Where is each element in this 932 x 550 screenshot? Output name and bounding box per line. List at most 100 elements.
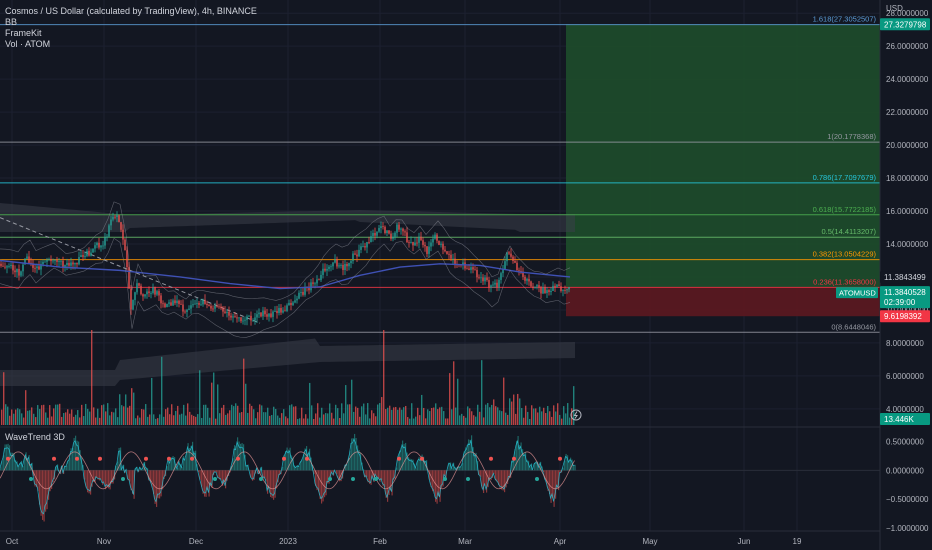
- wt-histogram-bar: [111, 470, 113, 484]
- wt-histogram-bar: [19, 463, 21, 471]
- volume-bar: [309, 382, 311, 425]
- time-tick-label: Feb: [373, 537, 387, 546]
- wt-histogram-bar: [126, 469, 128, 471]
- wt-histogram-bar: [24, 457, 26, 471]
- volume-bar: [555, 411, 557, 425]
- volume-bar: [315, 413, 317, 425]
- fib-label: 0.786(17.7097679): [813, 173, 877, 182]
- candle-body: [122, 229, 124, 240]
- volume-bar: [33, 413, 35, 425]
- volume-bar: [453, 361, 455, 425]
- wt-histogram-bar: [544, 470, 546, 480]
- volume-bar: [427, 409, 429, 425]
- volume-bar: [373, 413, 375, 425]
- volume-bar: [229, 410, 231, 425]
- candle-body: [382, 226, 384, 227]
- indicator-framekit[interactable]: FrameKit: [5, 28, 42, 38]
- wt-histogram-bar: [12, 452, 14, 471]
- candle-body: [388, 230, 390, 234]
- candle-body: [188, 308, 190, 310]
- wt-histogram-bar: [388, 470, 390, 495]
- candle-body: [196, 303, 198, 304]
- candle-body: [506, 252, 508, 262]
- volume-bar: [255, 418, 257, 425]
- wt-histogram-bar: [159, 470, 161, 499]
- volume-bar: [231, 404, 233, 425]
- candle-body: [160, 295, 162, 304]
- candle-body: [18, 268, 20, 276]
- volume-bar: [135, 418, 137, 425]
- volume-bar: [201, 417, 203, 425]
- candle-body: [402, 228, 404, 232]
- candle-body: [150, 292, 152, 294]
- volume-bar: [95, 417, 97, 425]
- candle-body: [210, 305, 212, 309]
- wt-histogram-bar: [135, 468, 137, 471]
- candle-body: [152, 287, 154, 293]
- volume-bar: [49, 405, 51, 425]
- wt-histogram-bar: [387, 470, 389, 502]
- candle-body: [480, 277, 482, 279]
- volume-bar: [519, 398, 521, 425]
- candle-body: [32, 264, 34, 268]
- candle-body: [398, 224, 400, 230]
- wt-histogram-bar: [496, 470, 498, 483]
- indicator-volume[interactable]: Vol · ATOM: [5, 39, 51, 49]
- volume-bar: [105, 411, 107, 425]
- candle-body: [244, 319, 246, 321]
- wt-histogram-bar: [79, 450, 81, 471]
- wt-histogram-bar: [73, 437, 75, 471]
- volume-bar: [167, 407, 169, 425]
- target-zone: [566, 24, 880, 288]
- volume-bar: [221, 407, 223, 425]
- candle-body: [516, 262, 518, 271]
- candle-body: [400, 228, 402, 230]
- candle-body: [308, 287, 310, 291]
- candle-body: [424, 244, 426, 247]
- candle-body: [166, 303, 168, 308]
- volume-bar: [85, 403, 87, 425]
- indicator-wavetrend[interactable]: WaveTrend 3D: [5, 432, 65, 442]
- chart-title[interactable]: Cosmos / US Dollar (calculated by Tradin…: [5, 6, 257, 16]
- wt-histogram-bar: [51, 470, 53, 489]
- volume-bar: [487, 403, 489, 425]
- wt-histogram-bar: [241, 443, 243, 471]
- candle-body: [352, 253, 354, 262]
- volume-bar: [157, 418, 159, 425]
- volume-bar: [115, 408, 117, 425]
- candle-body: [278, 307, 280, 314]
- wt-histogram-bar: [174, 457, 176, 471]
- volume-bar: [81, 404, 83, 425]
- candle-body: [350, 261, 352, 264]
- volume-badge-bg: [880, 413, 930, 425]
- candle-body: [172, 300, 174, 306]
- time-axis[interactable]: Oct Nov Dec 2023 Feb Mar Apr May Jun 19: [6, 537, 802, 546]
- wt-histogram-bar: [271, 470, 273, 499]
- replay-icon[interactable]: [570, 409, 582, 421]
- volume-bar: [319, 417, 321, 425]
- candle-body: [334, 259, 336, 263]
- volume-bar: [23, 417, 25, 425]
- volume-bar: [225, 414, 227, 425]
- volume-bar: [273, 406, 275, 425]
- candle-body: [332, 262, 334, 267]
- price-tick-label: 26.0000000: [886, 42, 929, 51]
- candle-body: [66, 262, 68, 266]
- candle-body: [292, 302, 294, 306]
- wavetrend-axis[interactable]: 0.5000000 0.0000000 −0.5000000 −1.0000000: [886, 437, 929, 533]
- volume-bar: [523, 417, 525, 425]
- volume-bar: [131, 388, 133, 425]
- candle-body: [318, 279, 320, 281]
- volume-bar: [27, 410, 29, 425]
- volume-bar: [61, 416, 63, 425]
- volume-bar: [471, 411, 473, 425]
- candle-body: [474, 269, 476, 271]
- candle-body: [114, 216, 116, 218]
- indicator-bb[interactable]: BB: [5, 17, 18, 27]
- wt-signal-dot: [29, 477, 33, 481]
- volume-bar: [351, 379, 353, 425]
- wt-histogram-bar: [105, 470, 107, 490]
- wavetrend-tick-label: 0.0000000: [886, 466, 924, 475]
- volume-bar: [317, 403, 319, 425]
